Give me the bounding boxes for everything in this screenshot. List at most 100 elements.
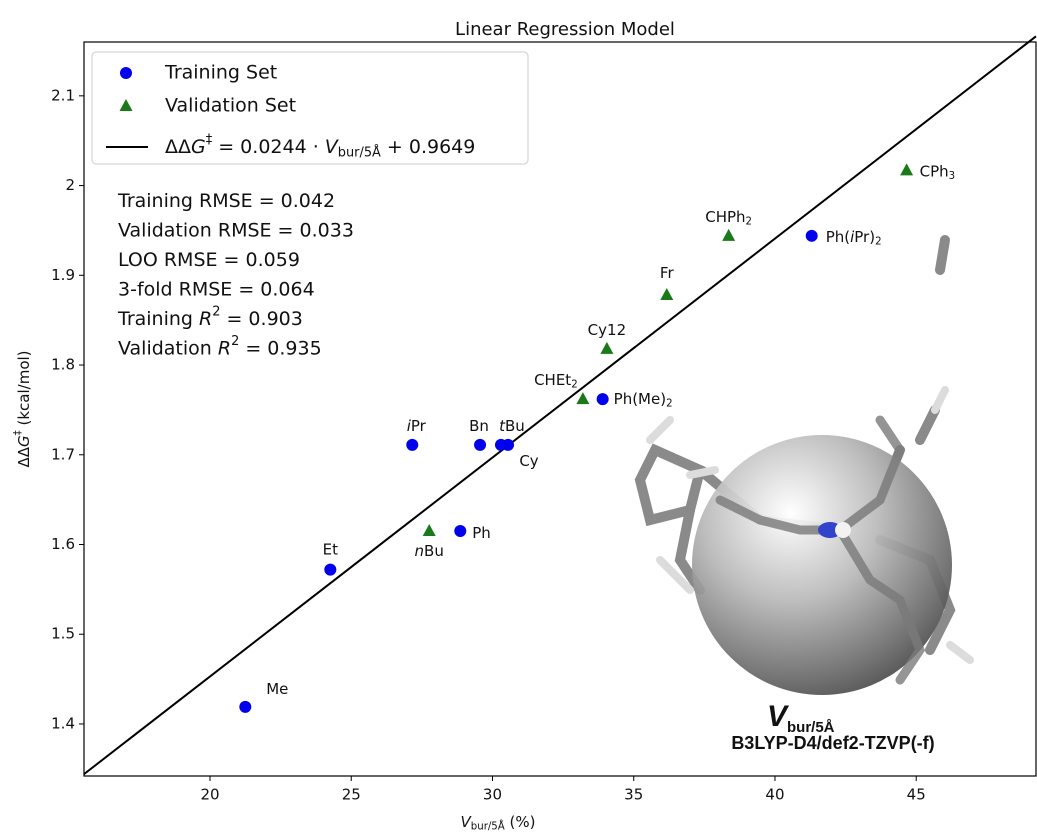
circle-marker bbox=[805, 229, 818, 242]
text-part: 2 bbox=[231, 333, 239, 348]
point-label: CPh3 bbox=[920, 162, 956, 182]
caption-symbol: V bbox=[767, 700, 790, 733]
y-tick-label: 1.5 bbox=[51, 625, 75, 643]
y-axis-label: ΔΔG‡ (kcal/mol) bbox=[13, 350, 33, 467]
regression-line bbox=[83, 35, 1037, 775]
triangle-marker bbox=[119, 99, 133, 111]
text-part: = 0.903 bbox=[220, 308, 302, 330]
text-part: 2 bbox=[746, 216, 752, 227]
point-label: Me bbox=[266, 679, 288, 697]
point-label: Fr bbox=[660, 264, 675, 282]
text-part: ‡ bbox=[206, 132, 213, 147]
point-label: nBu bbox=[415, 542, 444, 560]
text-part: 3 bbox=[949, 171, 955, 182]
point-label: Cy bbox=[519, 451, 538, 469]
stat-annotation: Training R2 = 0.903 bbox=[117, 304, 303, 330]
text-part: CPh bbox=[920, 162, 949, 180]
point-label: Cy12 bbox=[588, 320, 626, 338]
text-part: CHPh bbox=[705, 207, 745, 225]
point-label: Et bbox=[323, 540, 338, 558]
stat-annotation: Training RMSE = 0.042 bbox=[117, 190, 335, 212]
text-part: Ph bbox=[472, 524, 491, 542]
circle-marker bbox=[239, 700, 252, 713]
triangle-marker bbox=[600, 341, 614, 354]
circle-marker bbox=[120, 67, 132, 79]
text-part: 2 bbox=[571, 380, 577, 391]
text-part: Training bbox=[117, 308, 199, 330]
x-tick-label: 25 bbox=[342, 786, 361, 804]
y-tick-label: 1.7 bbox=[51, 445, 75, 463]
text-part: Et bbox=[323, 540, 338, 558]
triangle-marker bbox=[722, 228, 736, 241]
x-axis-label: Vbur/5Å (%) bbox=[461, 813, 536, 833]
text-part: ΔΔ bbox=[15, 446, 33, 467]
text-part: V bbox=[461, 813, 473, 831]
text-part: bur/5Å bbox=[338, 144, 381, 160]
caption-subscript: bur/5Å bbox=[787, 719, 835, 736]
text-part: V bbox=[325, 136, 340, 158]
y-tick-label: 1.9 bbox=[51, 266, 75, 284]
y-tick-label: 1.4 bbox=[51, 714, 75, 732]
chart-title: Linear Regression Model bbox=[455, 19, 675, 40]
text-part: Pr bbox=[411, 416, 427, 434]
caption-method: B3LYP-D4/def2-TZVP(-f) bbox=[731, 733, 934, 753]
text-part: Bu bbox=[424, 542, 444, 560]
text-part: CHEt bbox=[534, 371, 571, 389]
text-part: Pr) bbox=[854, 227, 875, 245]
stat-annotation: Validation R2 = 0.935 bbox=[118, 333, 322, 359]
text-part: Bn bbox=[469, 416, 489, 434]
legend-box bbox=[91, 51, 529, 165]
text-part: 2 bbox=[875, 236, 881, 247]
text-part: Fr bbox=[660, 264, 675, 282]
text-part: = 0.0244 · bbox=[212, 136, 325, 158]
legend-label: Training Set bbox=[164, 62, 277, 84]
text-part: R bbox=[199, 308, 212, 330]
point-label: Ph bbox=[472, 524, 491, 542]
triangle-marker bbox=[900, 163, 914, 176]
legend: Training Set Validation Set bbox=[91, 51, 529, 165]
stat-annotation: 3-fold RMSE = 0.064 bbox=[118, 278, 315, 300]
text-part: Training RMSE = 0.042 bbox=[117, 190, 335, 212]
text-part: t bbox=[499, 416, 506, 434]
molecule-illustration bbox=[634, 235, 974, 695]
circle-marker bbox=[502, 438, 515, 451]
text-part: Validation bbox=[118, 337, 218, 359]
text-part: i bbox=[407, 416, 412, 434]
text-part: Bu bbox=[505, 416, 525, 434]
y-tick-label: 1.6 bbox=[51, 535, 75, 553]
text-part: i bbox=[850, 227, 855, 245]
x-tick-label: 20 bbox=[200, 786, 219, 804]
point-label: Bn bbox=[469, 416, 489, 434]
text-part: Ph( bbox=[826, 227, 850, 245]
point-label: Ph(Me)2 bbox=[614, 390, 673, 410]
text-part: Ph(Me) bbox=[614, 390, 666, 408]
circle-marker bbox=[596, 393, 609, 406]
text-part: 3-fold RMSE = 0.064 bbox=[118, 278, 315, 300]
plot-frame bbox=[83, 41, 1037, 777]
circle-marker bbox=[474, 438, 487, 451]
y-tick-label: 2.1 bbox=[51, 86, 75, 104]
triangle-marker bbox=[576, 392, 590, 405]
stat-annotation: LOO RMSE = 0.059 bbox=[118, 249, 300, 271]
point-label: CHPh2 bbox=[705, 207, 752, 227]
circle-marker bbox=[454, 525, 467, 538]
text-part: Me bbox=[266, 679, 288, 697]
point-label: Ph(iPr)2 bbox=[826, 227, 882, 247]
x-tick-label: 40 bbox=[765, 786, 784, 804]
circle-marker bbox=[406, 438, 419, 451]
text-part: 2 bbox=[666, 399, 672, 410]
y-tick-label: 2 bbox=[65, 176, 75, 194]
legend-label: Validation Set bbox=[165, 95, 296, 117]
triangle-marker bbox=[422, 524, 436, 537]
text-part: R bbox=[218, 337, 231, 359]
triangle-marker bbox=[660, 288, 674, 301]
text-part: G bbox=[15, 435, 33, 447]
point-label: CHEt2 bbox=[534, 371, 578, 391]
text-part: LOO RMSE = 0.059 bbox=[118, 249, 300, 271]
stat-annotation: Validation RMSE = 0.033 bbox=[118, 219, 354, 241]
text-part: n bbox=[415, 542, 425, 560]
point-label: tBu bbox=[499, 416, 525, 434]
text-part: Cy bbox=[519, 451, 538, 469]
x-tick-label: 35 bbox=[624, 786, 643, 804]
